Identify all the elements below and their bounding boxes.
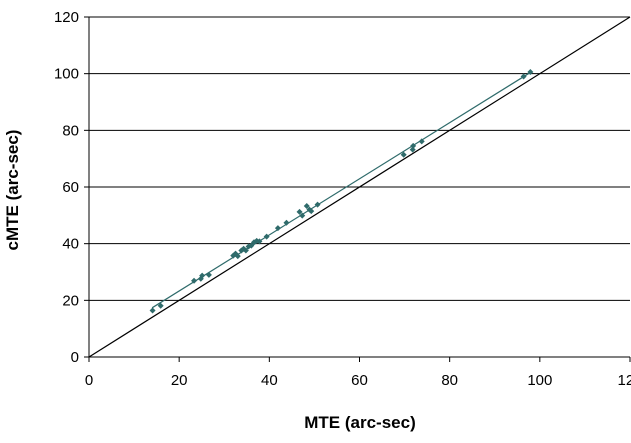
- x-tick-label-40: 40: [261, 372, 278, 389]
- data-point-19: [283, 219, 290, 226]
- data-point-22: [303, 202, 310, 209]
- y-tick-label-20: 20: [62, 292, 79, 309]
- x-tick-label-60: 60: [351, 372, 368, 389]
- data-point-29: [418, 138, 425, 145]
- data-point-8: [234, 253, 241, 260]
- x-tick-label-80: 80: [441, 372, 458, 389]
- tick-labels: 0 20 40 60 80 100 120 0 20 40 60 80 100 120: [54, 9, 631, 389]
- data-point-20: [296, 208, 303, 215]
- data-point-21: [299, 212, 306, 219]
- data-points: [149, 68, 534, 314]
- x-tick-label-20: 20: [171, 372, 188, 389]
- data-point-18: [274, 225, 281, 232]
- x-tick-label-100: 100: [527, 372, 552, 389]
- data-point-25: [314, 201, 321, 208]
- data-point-16: [256, 238, 263, 245]
- identity-line: [88, 16, 631, 358]
- data-point-30: [520, 73, 527, 80]
- data-point-2: [191, 277, 198, 284]
- y-tick-label-0: 0: [71, 349, 79, 366]
- data-point-17: [263, 233, 270, 240]
- data-point-5: [205, 271, 212, 278]
- y-axis-title: cMTE (arc-sec): [3, 130, 22, 251]
- data-point-28: [410, 142, 417, 149]
- data-point-1: [157, 302, 164, 309]
- x-tick-label-120: 120: [617, 372, 631, 389]
- x-tick-label-0: 0: [85, 372, 93, 389]
- gridlines: [89, 16, 630, 301]
- lines: [88, 16, 631, 358]
- axes: [84, 16, 631, 362]
- data-point-31: [527, 68, 534, 75]
- data-point-24: [308, 208, 315, 215]
- y-tick-label-120: 120: [54, 9, 79, 26]
- y-tick-label-40: 40: [62, 236, 79, 253]
- data-point-4: [199, 272, 206, 279]
- data-point-7: [232, 250, 239, 257]
- y-tick-label-80: 80: [62, 122, 79, 139]
- data-point-11: [242, 247, 249, 254]
- x-axis-title: MTE (arc-sec): [304, 413, 415, 432]
- y-tick-label-60: 60: [62, 179, 79, 196]
- data-point-26: [400, 151, 407, 158]
- y-tick-label-100: 100: [54, 66, 79, 83]
- data-point-13: [248, 242, 255, 249]
- data-point-0: [149, 307, 156, 314]
- data-point-27: [409, 146, 416, 153]
- fit-line: [151, 71, 532, 309]
